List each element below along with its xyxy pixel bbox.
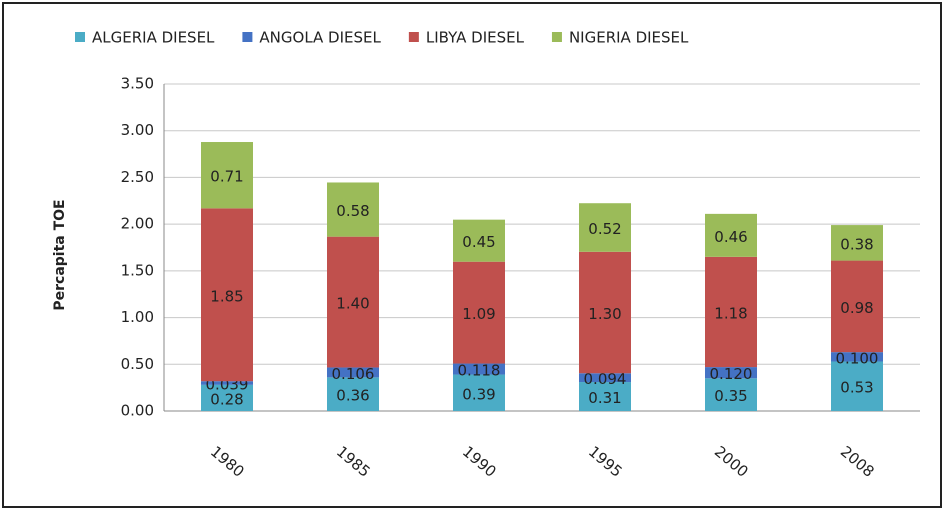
data-label: 0.120 (710, 365, 753, 383)
bar-segment (705, 213, 757, 257)
data-label: 0.52 (588, 220, 621, 238)
y-tick-label: 1.00 (121, 308, 154, 326)
data-label: 0.71 (210, 168, 243, 186)
data-label: 0.38 (840, 235, 873, 253)
y-axis-title: Percapita TOE (52, 199, 68, 310)
bar-segment (579, 382, 631, 411)
bar-segment (327, 377, 379, 411)
data-label: 0.53 (840, 379, 873, 397)
bar-segment (453, 261, 505, 364)
legend-label: NIGERIA DIESEL (569, 29, 689, 47)
bar-segment (201, 142, 253, 209)
data-label: 1.30 (588, 305, 621, 323)
data-label: 0.58 (336, 202, 369, 220)
y-tick-label: 2.50 (121, 168, 154, 186)
data-label: 0.106 (332, 365, 375, 383)
legend-swatch (408, 32, 419, 42)
bar-segment (831, 225, 883, 261)
bar-segment (453, 219, 505, 262)
legend-swatch (242, 32, 253, 42)
bar-segment (831, 260, 883, 353)
data-label: 0.45 (462, 233, 495, 251)
data-label: 0.39 (462, 385, 495, 403)
data-label: 1.40 (336, 295, 369, 313)
legend-label: LIBYA DIESEL (426, 29, 525, 47)
data-label: 1.85 (210, 287, 243, 305)
legend-swatch (75, 32, 85, 42)
bar-segment (201, 384, 253, 411)
bar-segment (831, 352, 883, 362)
bar-segment (705, 378, 757, 411)
bar-segment (579, 251, 631, 374)
bar-segment (327, 236, 379, 368)
y-tick-label: 1.50 (121, 261, 154, 279)
bar-segment (201, 381, 253, 385)
data-label: 0.118 (458, 362, 501, 380)
bar-segment (579, 373, 631, 383)
bar-segment (453, 374, 505, 411)
bar-segment (453, 363, 505, 375)
data-label: 1.18 (714, 304, 747, 322)
bar-segment (705, 367, 757, 379)
legend-swatch (551, 32, 562, 42)
data-label: 0.36 (336, 387, 369, 405)
data-label: 0.28 (210, 390, 243, 408)
data-label: 1.09 (462, 305, 495, 323)
data-label: 0.35 (714, 387, 747, 405)
data-label: 0.31 (588, 389, 621, 407)
legend-label: ALGERIA DIESEL (92, 29, 215, 47)
data-label: 0.094 (584, 370, 627, 388)
bar-segment (579, 203, 631, 252)
y-tick-label: 0.00 (121, 402, 154, 420)
bar-segment (327, 182, 379, 237)
bar-segment (831, 361, 883, 411)
data-label: 0.100 (836, 349, 879, 367)
y-tick-label: 0.50 (121, 355, 154, 373)
bar-segment (705, 256, 757, 368)
y-tick-label: 3.00 (121, 121, 154, 139)
data-label: 0.46 (714, 228, 747, 246)
y-tick-label: 2.00 (121, 215, 154, 233)
legend-label: ANGOLA DIESEL (259, 29, 381, 47)
y-tick-label: 3.50 (121, 75, 154, 93)
bar-segment (201, 208, 253, 382)
bar-segment (327, 367, 379, 378)
data-label: 0.98 (840, 299, 873, 317)
